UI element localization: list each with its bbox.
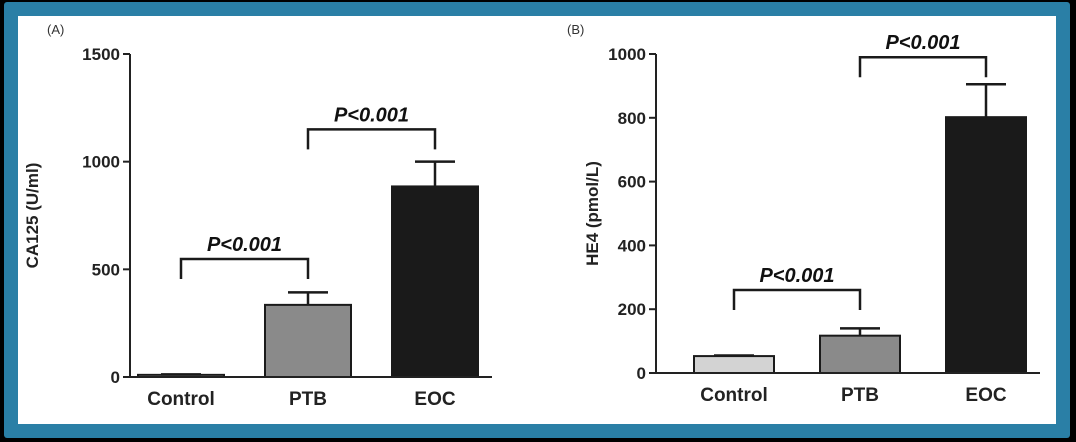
significance-bracket-a-1 xyxy=(306,128,437,150)
y-axis-title-b: HE4 (pmol/L) xyxy=(583,161,602,266)
bar-b-eoc xyxy=(945,116,1027,374)
significance-bracket-a-0 xyxy=(179,257,310,279)
y-tick-label-b-2: 400 xyxy=(618,236,646,255)
bar-a-eoc xyxy=(391,185,479,378)
p-value-label-b-1: P<0.001 xyxy=(885,32,960,54)
bar-b-ptb xyxy=(819,334,901,374)
p-value-label-a-0: P<0.001 xyxy=(207,234,282,256)
category-label-b-eoc: EOC xyxy=(965,385,1006,406)
y-tick-label-b-4: 800 xyxy=(618,109,646,128)
p-value-label-b-0: P<0.001 xyxy=(759,265,834,287)
chart-panel-b: (B) HE4 (pmol/L) 0 200 400 600 800 1000 Control P… xyxy=(567,22,1040,406)
chart-panel-a: (A) CA125 (U/ml) 0 500 1000 1500 Control PTB EOC… xyxy=(23,22,492,410)
y-tick-label-a-3: 1500 xyxy=(82,45,120,64)
bar-a-ptb xyxy=(264,303,352,379)
panel-label-a: (A) xyxy=(47,22,64,37)
y-tick-label-b-5: 1000 xyxy=(608,45,646,64)
category-label-a-eoc: EOC xyxy=(414,389,455,410)
significance-bracket-b-1 xyxy=(858,55,988,78)
y-tick-label-a-2: 1000 xyxy=(82,153,120,172)
significance-bracket-b-0 xyxy=(732,288,862,311)
y-tick-label-b-0: 0 xyxy=(637,364,646,383)
figure-canvas: (A) CA125 (U/ml) 0 500 1000 1500 Control PTB EOC… xyxy=(18,16,1056,424)
p-value-label-a-1: P<0.001 xyxy=(334,104,409,126)
panel-label-b: (B) xyxy=(567,22,584,37)
category-label-b-ptb: PTB xyxy=(841,385,879,406)
category-label-a-ptb: PTB xyxy=(289,389,327,410)
y-axis-title-a: CA125 (U/ml) xyxy=(23,163,42,269)
y-tick-label-b-3: 600 xyxy=(618,173,646,192)
figure-frame: (A) CA125 (U/ml) 0 500 1000 1500 Control PTB EOC… xyxy=(4,2,1070,438)
bar-b-control xyxy=(693,355,775,374)
y-tick-label-b-1: 200 xyxy=(618,300,646,319)
y-tick-label-a-1: 500 xyxy=(92,260,120,279)
category-label-b-control: Control xyxy=(700,385,768,406)
category-label-a-control: Control xyxy=(147,389,215,410)
y-tick-label-a-0: 0 xyxy=(111,368,120,387)
